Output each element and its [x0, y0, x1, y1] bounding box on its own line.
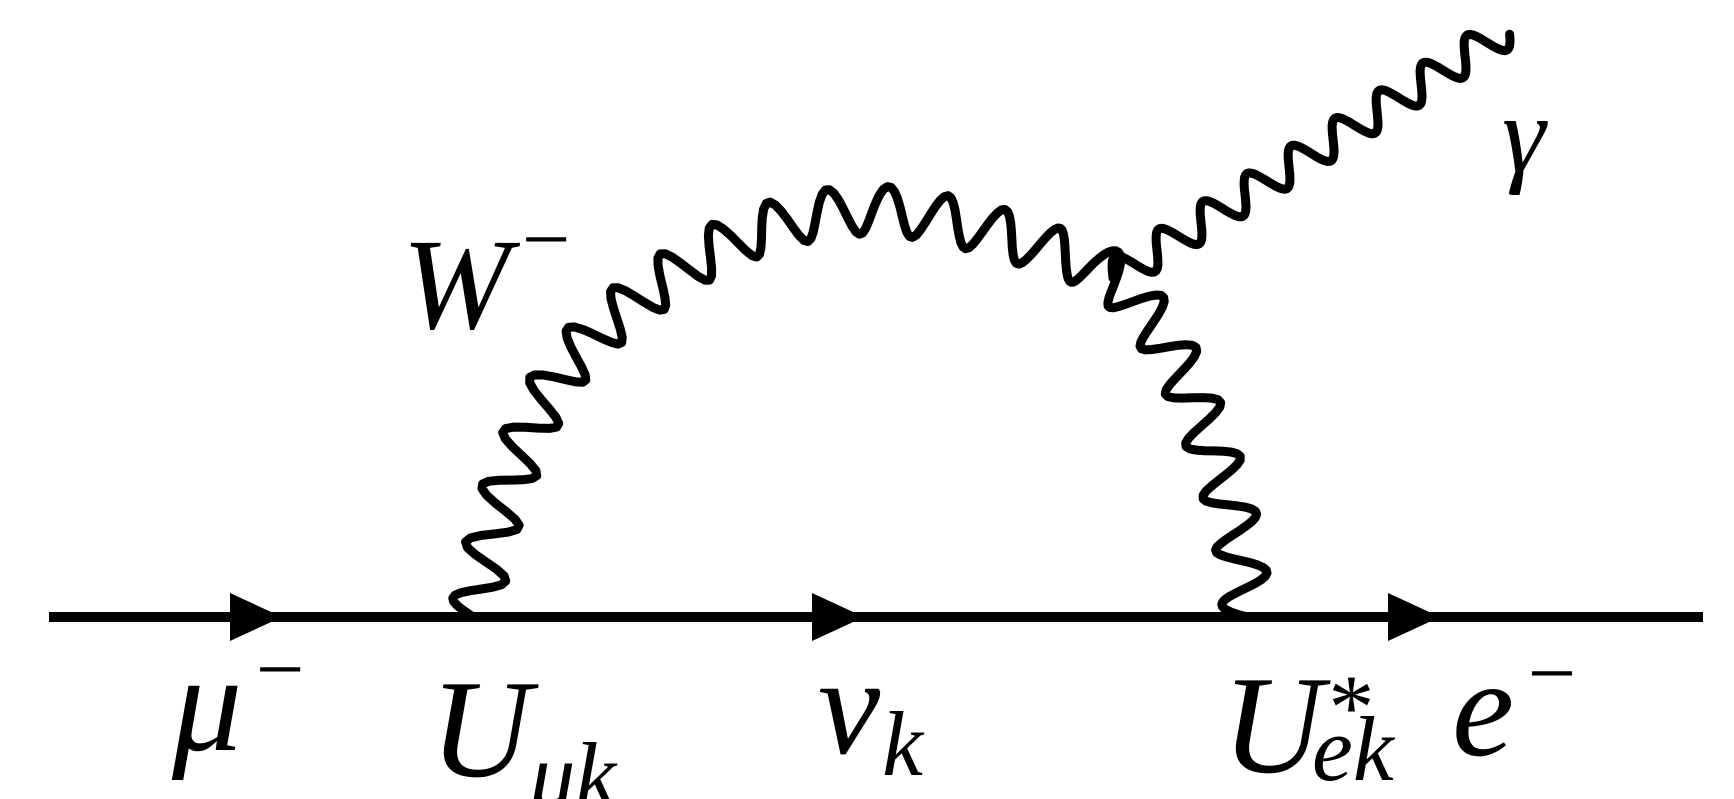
w-boson-line [448, 182, 1272, 622]
electron-arrow-icon [1388, 593, 1440, 641]
mixing-in-label: Uμk [430, 652, 618, 799]
photon-label: γ [1502, 74, 1548, 196]
muon-label: μ− [171, 621, 308, 781]
muon-charge-sign: − [250, 621, 308, 717]
photon-symbol: γ [1502, 74, 1548, 196]
electron-symbol: e [1452, 631, 1514, 786]
photon-line [1107, 29, 1515, 283]
w-boson-label: W− [402, 191, 574, 357]
neutrino-arrow-icon [812, 593, 864, 641]
electron-charge-sign: − [1522, 625, 1580, 721]
mixing-out-subscript: ek [1312, 698, 1396, 799]
muon-arrow-icon [230, 593, 282, 641]
mixing-in-symbol: U [430, 652, 539, 799]
neutrino-subscript: k [882, 693, 925, 795]
mixing-out-label: U*ek [1222, 648, 1396, 799]
w-boson-symbol: W [402, 213, 521, 357]
mixing-out-conjugate-star: * [1324, 656, 1370, 758]
w-boson-charge-sign: − [516, 191, 574, 287]
muon-symbol: μ [171, 626, 242, 781]
mixing-out-symbol: U [1222, 648, 1331, 799]
mixing-in-subscript: μk [528, 724, 618, 799]
neutrino-symbol: ν [818, 629, 881, 784]
electron-label: e− [1452, 625, 1580, 786]
neutrino-label: νk [818, 629, 925, 795]
